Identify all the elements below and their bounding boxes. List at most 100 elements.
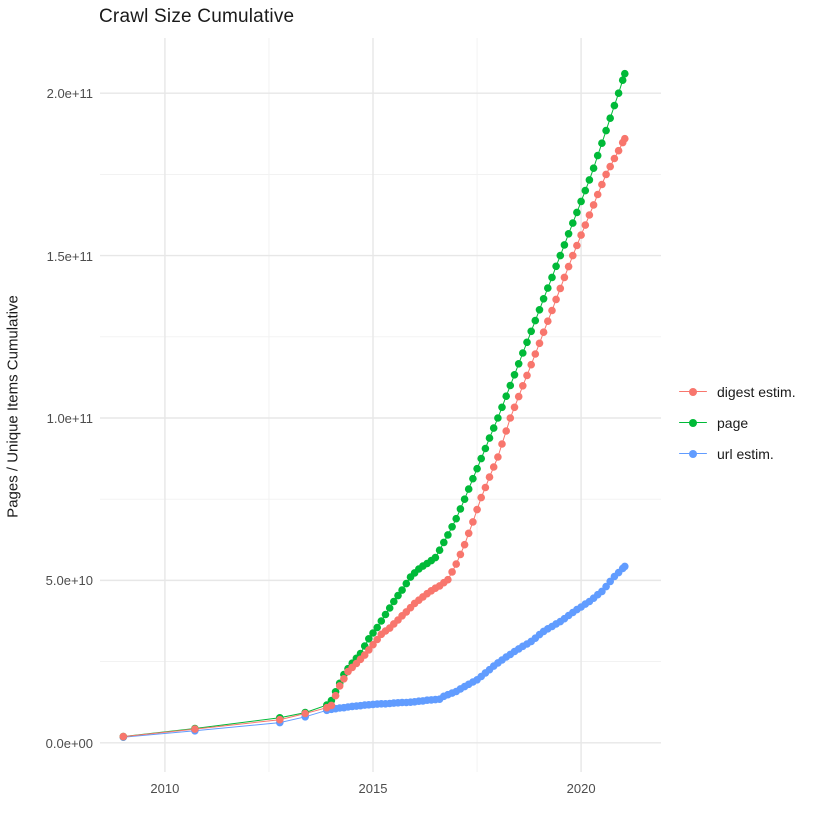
- legend-label: url estim.: [717, 445, 774, 462]
- data-point-page: [556, 251, 565, 260]
- data-point-page: [456, 505, 465, 513]
- data-point-digest-estim-: [502, 427, 511, 435]
- data-point-page: [485, 434, 494, 442]
- legend-key-icon: [678, 415, 708, 431]
- data-point-page: [369, 629, 377, 637]
- data-point-page: [610, 101, 619, 110]
- data-point-page: [448, 523, 456, 531]
- y-tick-label: 1.5e+11: [46, 248, 93, 264]
- legend-label: page: [717, 414, 749, 431]
- data-point-digest-estim-: [548, 306, 556, 315]
- data-point-page: [452, 514, 461, 523]
- data-point-digest-estim-: [327, 701, 336, 710]
- data-point-page: [535, 306, 544, 314]
- y-tick-label: 5.0e+10: [45, 573, 93, 589]
- data-point-digest-estim-: [581, 221, 590, 229]
- data-point-digest-estim-: [552, 295, 560, 304]
- data-point-page: [494, 414, 502, 422]
- data-point-page: [585, 176, 594, 184]
- data-point-page: [402, 579, 411, 588]
- data-point-digest-estim-: [598, 180, 606, 189]
- data-point-page: [510, 371, 519, 379]
- data-point-digest-estim-: [365, 646, 373, 654]
- data-point-digest-estim-: [506, 414, 515, 422]
- data-point-digest-estim-: [485, 473, 494, 481]
- data-point-page: [573, 208, 581, 217]
- data-point-digest-estim-: [510, 403, 519, 412]
- data-point-page: [398, 586, 406, 594]
- data-point-page: [548, 273, 556, 282]
- y-tick-label: 1.0e+11: [46, 411, 93, 426]
- y-tick-label: 0.0e+00: [45, 735, 93, 751]
- legend: digest estim. page url estim.: [678, 376, 796, 469]
- data-point-digest-estim-: [340, 675, 348, 683]
- data-point-digest-estim-: [539, 328, 548, 337]
- x-tick-label: 2020: [566, 781, 596, 796]
- data-point-digest-estim-: [191, 725, 199, 733]
- data-point-page: [589, 164, 598, 172]
- data-point-page: [618, 76, 627, 84]
- data-point-digest-estim-: [276, 715, 284, 724]
- data-point-page: [481, 444, 490, 453]
- data-point-page: [593, 151, 602, 160]
- data-point-digest-estim-: [489, 463, 498, 471]
- y-axis-title: Pages / Unique Items Cumulative: [4, 295, 22, 518]
- data-point-page: [477, 454, 486, 463]
- data-point-digest-estim-: [494, 453, 502, 461]
- data-point-page: [365, 635, 373, 643]
- data-point-page: [440, 538, 448, 547]
- data-point-page: [621, 69, 629, 78]
- legend-item: url estim.: [678, 438, 796, 469]
- data-point-page: [435, 546, 444, 554]
- data-point-digest-estim-: [460, 540, 469, 549]
- data-point-digest-estim-: [519, 382, 527, 390]
- data-point-digest-estim-: [448, 568, 456, 576]
- data-point-digest-estim-: [535, 339, 544, 348]
- data-point-url-estim-: [621, 562, 629, 571]
- data-point-page: [464, 485, 473, 493]
- data-point-digest-estim-: [301, 709, 310, 718]
- data-point-digest-estim-: [556, 284, 565, 293]
- legend-key-icon: [678, 384, 708, 400]
- data-point-page: [560, 241, 569, 249]
- data-point-digest-estim-: [469, 518, 477, 526]
- data-point-page: [539, 295, 548, 303]
- data-point-url-estim-: [602, 582, 610, 591]
- data-point-digest-estim-: [569, 251, 577, 260]
- data-point-digest-estim-: [531, 350, 540, 358]
- data-point-digest-estim-: [464, 529, 473, 538]
- data-point-digest-estim-: [473, 505, 481, 514]
- data-point-digest-estim-: [331, 691, 340, 700]
- data-point-digest-estim-: [477, 493, 486, 502]
- data-point-page: [373, 623, 382, 632]
- data-point-page: [564, 230, 573, 238]
- data-point-digest-estim-: [335, 682, 344, 690]
- data-point-digest-estim-: [544, 317, 552, 326]
- data-point-digest-estim-: [527, 360, 535, 369]
- plot-title: Crawl Size Cumulative: [99, 6, 295, 27]
- data-point-page: [431, 553, 440, 562]
- x-tick-label: 2010: [150, 781, 180, 796]
- data-point-page: [531, 316, 540, 325]
- data-point-digest-estim-: [360, 651, 369, 659]
- data-point-digest-estim-: [593, 190, 602, 199]
- data-point-digest-estim-: [369, 640, 377, 649]
- data-point-digest-estim-: [444, 575, 452, 584]
- data-point-digest-estim-: [577, 231, 585, 239]
- data-point-page: [390, 597, 398, 606]
- data-point-digest-estim-: [523, 371, 531, 380]
- data-point-digest-estim-: [481, 483, 490, 492]
- data-point-page: [577, 197, 585, 206]
- data-point-page: [569, 219, 577, 227]
- data-point-digest-estim-: [573, 241, 581, 250]
- data-point-page: [614, 89, 623, 97]
- data-point-digest-estim-: [514, 392, 523, 401]
- data-point-page: [381, 610, 390, 619]
- data-point-digest-estim-: [606, 162, 614, 171]
- data-point-page: [581, 186, 590, 195]
- data-point-page: [606, 114, 614, 122]
- data-point-digest-estim-: [564, 262, 573, 271]
- data-point-page: [552, 262, 560, 271]
- legend-item: digest estim.: [678, 376, 796, 407]
